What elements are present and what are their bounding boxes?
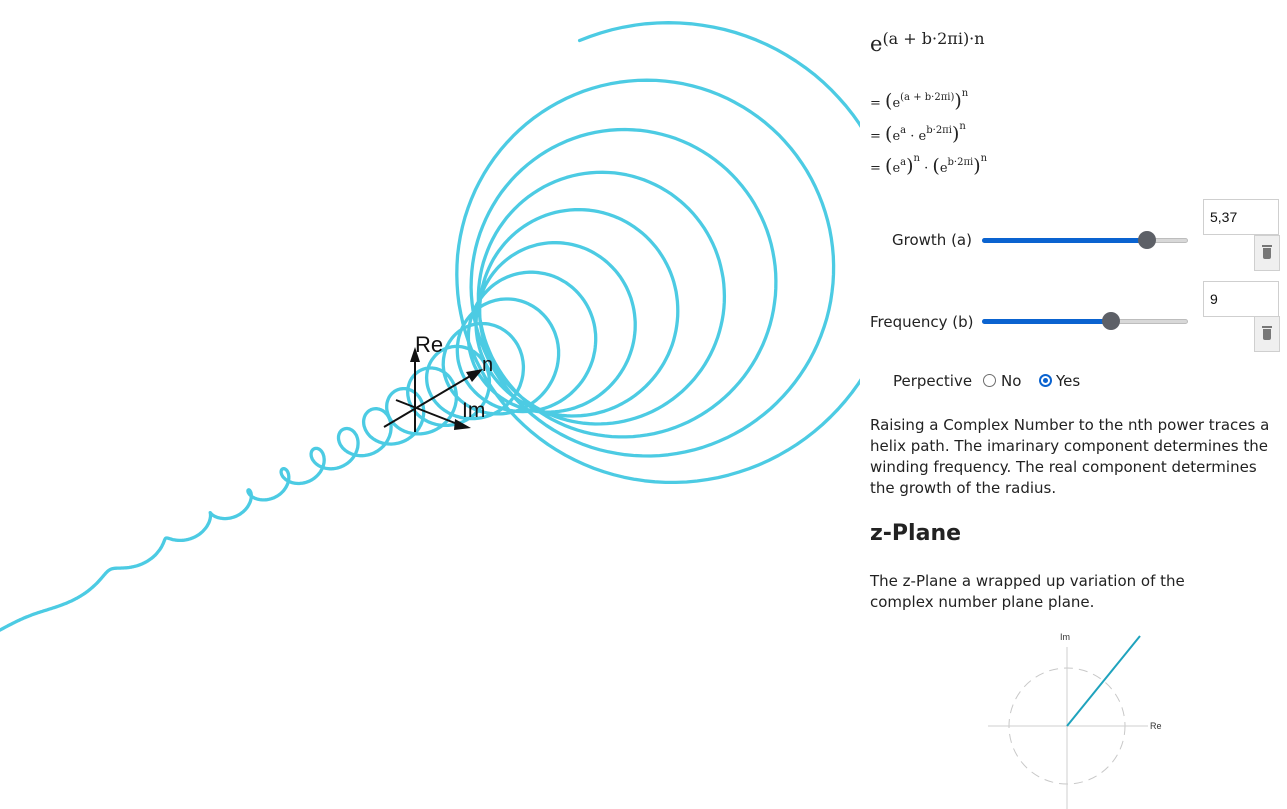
axis-label-im: Im — [462, 399, 485, 422]
formula-title: e(a + b·2πi)·n — [870, 29, 985, 56]
formula-exponent: (a + b·2πi)·n — [882, 29, 985, 48]
trash-icon-body — [1263, 248, 1271, 259]
zplane-re-label: Re — [1150, 721, 1162, 731]
trash-icon — [1262, 326, 1272, 328]
zplane-diagram: Im Re — [988, 632, 1162, 809]
growth-reset-button[interactable] — [1254, 235, 1280, 271]
perspective-no-label[interactable]: No — [1001, 372, 1022, 390]
zplane-text: The z-Plane a wrapped up variation of th… — [870, 572, 1185, 611]
frequency-slider-thumb[interactable] — [1101, 312, 1120, 330]
axis-label-n: n — [482, 354, 493, 376]
frequency-reset-button[interactable] — [1254, 316, 1280, 352]
perspective-no-radio[interactable] — [983, 374, 996, 387]
growth-slider-fill — [982, 238, 1147, 243]
perspective-label: Perpective — [893, 372, 973, 390]
axis-gizmo — [383, 347, 483, 432]
growth-input[interactable] — [1203, 199, 1279, 235]
perspective-yes-radio[interactable] — [1039, 374, 1052, 387]
growth-slider-thumb[interactable] — [1137, 231, 1156, 249]
zplane-vector — [1066, 635, 1141, 727]
frequency-input[interactable] — [1203, 281, 1279, 317]
perspective-yes-label[interactable]: Yes — [1056, 372, 1081, 390]
control-panel: e(a + b·2πi)·n = (e(a + b·2πi))n = (ea ·… — [870, 0, 1287, 809]
derivation-line-2: = (ea · eb·2πi)n — [870, 121, 966, 145]
description-text: Raising a Complex Number to the nth powe… — [870, 416, 1270, 497]
zplane-im-label: Im — [1060, 632, 1070, 642]
derivation-line-3: = (ea)n · (eb·2πi)n — [870, 153, 988, 177]
frequency-slider-fill — [982, 319, 1111, 324]
derivation-line-1: = (e(a + b·2πi))n — [870, 88, 969, 112]
helix-canvas[interactable]: Re n Im — [0, 0, 860, 809]
frequency-label: Frequency (b) — [870, 313, 974, 331]
growth-label: Growth (a) — [892, 231, 972, 249]
helix-path — [0, 21, 860, 632]
trash-icon-body — [1263, 329, 1271, 340]
zplane-heading: z-Plane — [870, 521, 962, 546]
growth-slider[interactable] — [982, 230, 1188, 252]
trash-icon — [1262, 245, 1272, 247]
frequency-slider[interactable] — [982, 311, 1188, 333]
formula-base: e — [870, 32, 883, 56]
axis-label-re: Re — [415, 332, 443, 357]
